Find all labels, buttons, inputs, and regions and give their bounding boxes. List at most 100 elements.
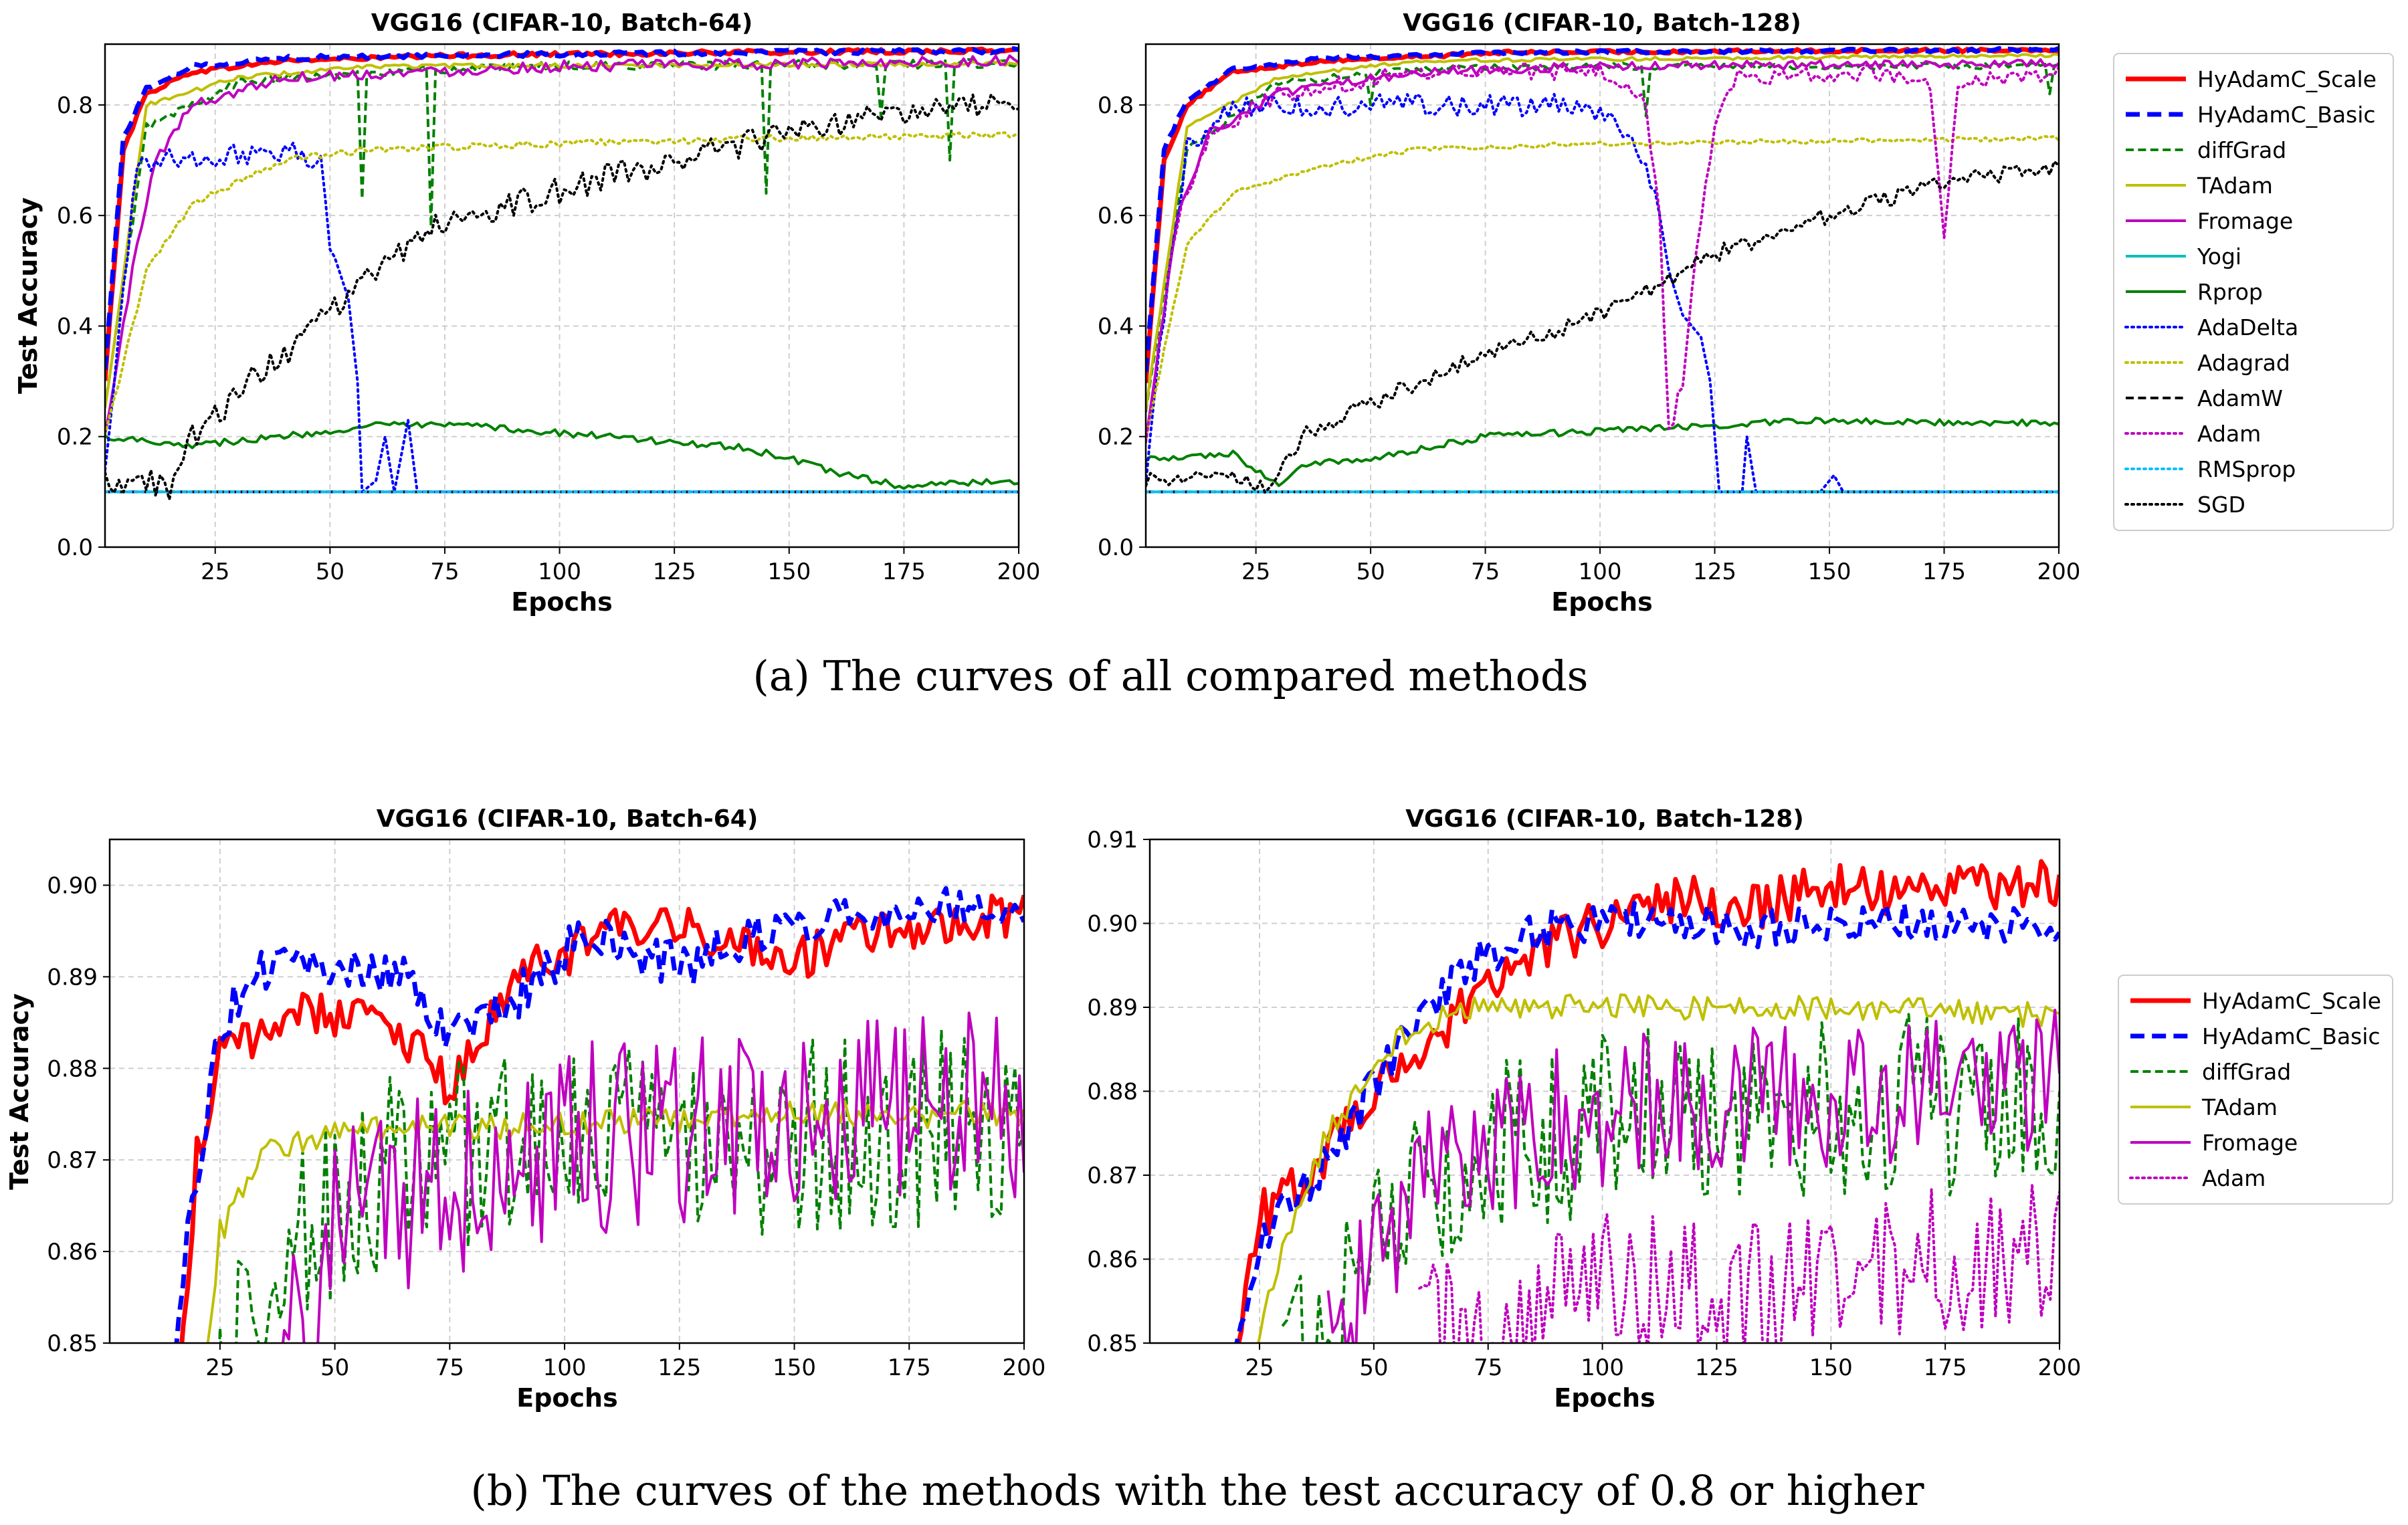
legend-label: Adam xyxy=(2197,421,2261,447)
y-tick-label: 0.90 xyxy=(1087,911,1138,938)
chart-a-right: VGG16 (CIFAR-10, Batch-128) Epochs 25 50 7… xyxy=(1098,9,2081,617)
chart-title: VGG16 (CIFAR-10, Batch-64) xyxy=(371,9,753,37)
series-line-Fromage xyxy=(1326,1009,2060,1343)
y-tick-label: 0.4 xyxy=(57,313,93,340)
chart-title: VGG16 (CIFAR-10, Batch-128) xyxy=(1405,805,1804,833)
x-tick-label: 75 xyxy=(435,1354,464,1381)
series-line-Rprop xyxy=(1146,416,2059,488)
y-axis-label: Test Accuracy xyxy=(13,197,43,394)
legend-label: diffGrad xyxy=(2197,137,2286,163)
series-line-diffGrad xyxy=(218,1028,1024,1343)
x-tick-label: 25 xyxy=(205,1354,234,1381)
series-line-TAdam xyxy=(206,1100,1024,1343)
legend-box xyxy=(2118,975,2393,1205)
chart-title: VGG16 (CIFAR-10, Batch-128) xyxy=(1403,9,1801,37)
x-tick-label: 75 xyxy=(1474,1354,1502,1381)
x-tick-label: 200 xyxy=(1003,1354,1046,1381)
legend-label: AdaDelta xyxy=(2197,314,2298,340)
legend-label: HyAdamC_Basic xyxy=(2197,102,2376,128)
y-tick-label: 0.86 xyxy=(47,1239,98,1265)
x-tick-label: 100 xyxy=(543,1354,587,1381)
x-tick-label: 150 xyxy=(767,558,811,585)
legend-label: Fromage xyxy=(2202,1130,2298,1156)
series-group xyxy=(1234,859,2060,1343)
plot-frame xyxy=(104,43,1020,548)
series-line-HyAdamC_Basic xyxy=(174,886,1024,1343)
y-tick-label: 0.6 xyxy=(57,203,93,229)
legend-label: AdamW xyxy=(2197,385,2283,411)
x-tick-label: 175 xyxy=(888,1354,931,1381)
plot-frame xyxy=(1144,43,2060,548)
y-tick-label: 0.88 xyxy=(47,1055,98,1082)
legend-label: Rprop xyxy=(2197,279,2263,305)
x-tick-label: 150 xyxy=(773,1354,816,1381)
legend-label: HyAdamC_Scale xyxy=(2197,66,2377,92)
legend-label: HyAdamC_Basic xyxy=(2202,1023,2381,1049)
legend-label: Adam xyxy=(2202,1165,2266,1191)
x-tick-label: 100 xyxy=(1579,558,1622,585)
series-line-HyAdamC_Basic xyxy=(1234,900,2060,1343)
x-tick-label: 100 xyxy=(1581,1354,1624,1381)
x-tick-label: 25 xyxy=(201,558,229,585)
legend-label: Yogi xyxy=(2197,243,2241,270)
x-tick-label: 25 xyxy=(1245,1354,1274,1381)
x-tick-label: 125 xyxy=(1693,558,1736,585)
y-tick-label: 0.2 xyxy=(1098,424,1134,451)
series-line-Rprop xyxy=(105,421,1019,490)
y-tick-label: 0.8 xyxy=(1098,92,1134,119)
y-tick-label: 0.89 xyxy=(1087,995,1138,1021)
y-tick-label: 0.0 xyxy=(1098,534,1134,561)
series-group xyxy=(105,46,1019,501)
x-tick-label: 175 xyxy=(1924,1354,1967,1381)
x-tick-label: 175 xyxy=(882,558,926,585)
y-tick-label: 0.89 xyxy=(47,964,98,991)
x-tick-label: 125 xyxy=(658,1354,701,1381)
series-line-SGD xyxy=(105,93,1019,501)
y-tick-label: 0.85 xyxy=(47,1330,98,1357)
chart-title: VGG16 (CIFAR-10, Batch-64) xyxy=(377,805,759,833)
x-tick-label: 75 xyxy=(1471,558,1500,585)
series-group xyxy=(1146,45,2059,494)
x-tick-label: 75 xyxy=(430,558,459,585)
x-tick-label: 125 xyxy=(653,558,696,585)
x-axis-label: Epochs xyxy=(1551,587,1652,617)
series-line-Fromage xyxy=(1146,58,2059,441)
legend-a: HyAdamC_Scale HyAdamC_Basic diffGrad TAdam F… xyxy=(2113,53,2394,531)
y-tick-label: 0.4 xyxy=(1098,313,1134,340)
legend-box xyxy=(2113,53,2394,531)
legend-label: HyAdamC_Scale xyxy=(2202,988,2381,1014)
series-line-Fromage xyxy=(105,54,1019,435)
y-tick-label: 0.8 xyxy=(57,92,93,119)
x-tick-label: 200 xyxy=(2038,1354,2082,1381)
series-line-TAdam xyxy=(1257,993,2060,1343)
x-tick-label: 100 xyxy=(538,558,581,585)
y-tick-label: 0.85 xyxy=(1087,1330,1138,1357)
y-tick-label: 0.88 xyxy=(1087,1079,1138,1106)
x-axis-label: Epochs xyxy=(516,1383,617,1413)
x-tick-label: 150 xyxy=(1808,558,1851,585)
plot-frame xyxy=(108,838,1025,1344)
series-line-Adam xyxy=(1418,1184,2060,1343)
y-tick-label: 0.87 xyxy=(1087,1162,1138,1189)
series-line-Adagrad xyxy=(105,131,1019,437)
x-tick-label: 25 xyxy=(1241,558,1270,585)
legend-label: TAdam xyxy=(2197,173,2273,199)
y-tick-label: 0.90 xyxy=(47,872,98,899)
x-tick-label: 50 xyxy=(320,1354,349,1381)
chart-b-left: VGG16 (CIFAR-10, Batch-64) Epochs Test A… xyxy=(5,805,1046,1413)
series-line-Adagrad xyxy=(1146,134,2059,440)
x-axis-label: Epochs xyxy=(511,587,612,617)
x-tick-label: 175 xyxy=(1922,558,1966,585)
x-tick-label: 50 xyxy=(1359,1354,1388,1381)
y-tick-label: 0.87 xyxy=(47,1147,98,1174)
y-tick-label: 0.6 xyxy=(1098,203,1134,229)
series-line-HyAdamC_Basic xyxy=(1146,45,2059,373)
x-tick-label: 125 xyxy=(1695,1354,1738,1381)
chart-b-right: VGG16 (CIFAR-10, Batch-128) Epochs 25 50 7… xyxy=(1087,805,2082,1413)
legend-label: TAdam xyxy=(2201,1094,2278,1120)
y-axis-label: Test Accuracy xyxy=(5,993,34,1190)
y-tick-label: 0.0 xyxy=(57,534,93,561)
caption-a: (a) The curves of all compared methods xyxy=(753,651,1589,700)
